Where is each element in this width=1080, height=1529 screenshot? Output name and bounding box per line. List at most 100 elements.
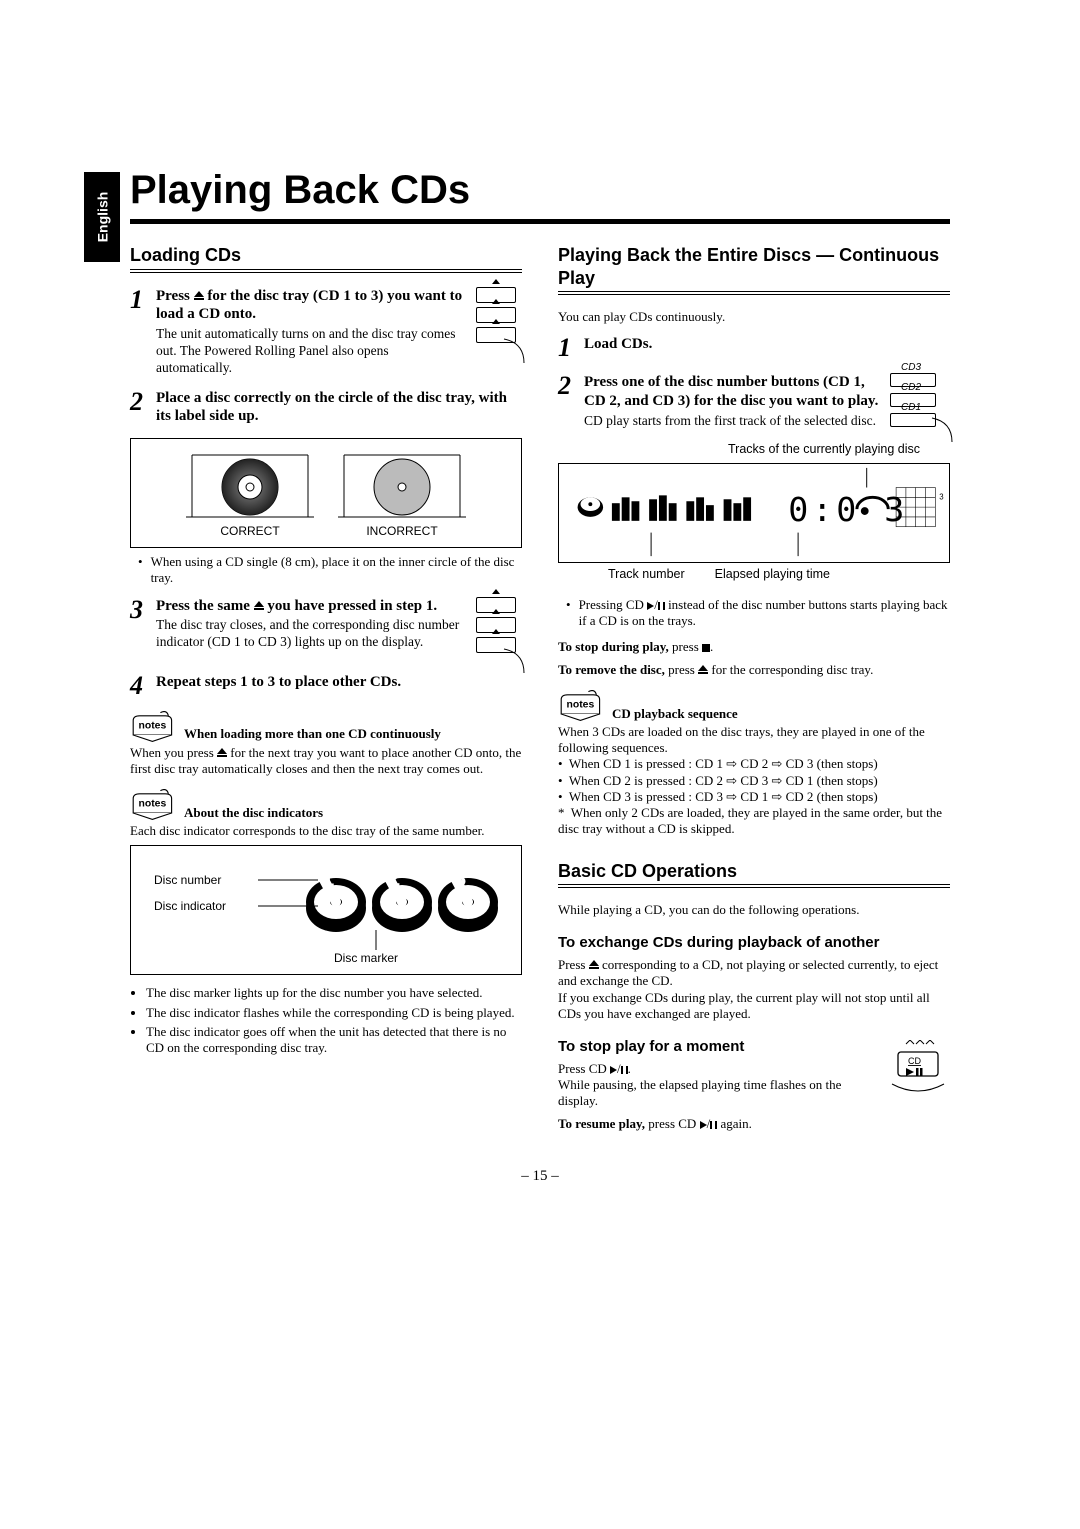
disc-placement-diagram: CORRECT INCORRECT	[130, 438, 522, 548]
pointer-icon	[502, 647, 532, 677]
display-callouts: Track number Elapsed playing time	[608, 567, 950, 583]
step2-bullet: • When using a CD single (8 cm), place i…	[138, 554, 522, 587]
eject-icon	[254, 600, 264, 610]
step-number-3: 3	[130, 597, 150, 661]
sub2-p2: While pausing, the elapsed playing time …	[558, 1077, 876, 1110]
step-number-1: 1	[130, 287, 150, 377]
svg-text:3: 3	[939, 493, 944, 502]
note-seq-title: CD playback sequence	[612, 706, 738, 722]
svg-text:notes: notes	[139, 799, 167, 810]
callout-tracks: Tracks of the currently playing disc	[558, 442, 920, 458]
callout-tracknum: Track number	[608, 567, 685, 583]
play-bullet: • Pressing CD / instead of the disc numb…	[566, 597, 950, 630]
note2-body: Each disc indicator corresponds to the d…	[130, 823, 522, 839]
pointer-icon	[502, 337, 532, 367]
r-step2-bold: Press one of the disc number buttons (CD…	[584, 373, 882, 411]
section-loading-cds: Loading CDs	[130, 244, 522, 267]
eject-icon	[217, 747, 227, 757]
incorrect-label: INCORRECT	[366, 524, 438, 538]
play-icon	[610, 1066, 617, 1074]
step4-bold: Repeat steps 1 to 3 to place other CDs.	[156, 673, 522, 692]
list-item: The disc marker lights up for the disc n…	[146, 985, 522, 1001]
note-disc-indicators: notes About the disc indicators	[130, 789, 522, 821]
step-number-4: 4	[130, 673, 150, 699]
eject-icon	[194, 290, 204, 300]
step-number-1r: 1	[558, 335, 578, 361]
pause-icon	[710, 1121, 717, 1129]
section-rule	[558, 884, 950, 888]
step3-bold: Press the same you have pressed in step …	[156, 597, 464, 616]
notes-icon: notes	[130, 789, 178, 821]
note1-body: When you press for the next tray you wan…	[130, 745, 522, 778]
title-rule	[130, 219, 950, 224]
play-icon	[647, 602, 654, 610]
callout-elapsed: Elapsed playing time	[715, 567, 830, 583]
pause-icon	[658, 602, 665, 610]
pointer-icon	[930, 416, 960, 446]
page-title: Playing Back CDs	[130, 168, 950, 213]
cd-play-button-diagram: CD	[886, 1022, 950, 1106]
step1-bold: Press for the disc tray (CD 1 to 3) you …	[156, 287, 464, 325]
seq-list: • When CD 1 is pressed : CD 1 ⇨ CD 2 ⇨ C…	[558, 756, 950, 837]
list-item: The disc indicator goes off when the uni…	[146, 1024, 522, 1057]
sub1-p1: Press corresponding to a CD, not playing…	[558, 957, 950, 990]
tray-buttons-diagram	[472, 287, 522, 363]
svg-text:Disc number: Disc number	[154, 873, 221, 887]
note-sequence: notes CD playback sequence	[558, 690, 950, 722]
step-1-row: 1 Press for the disc tray (CD 1 to 3) yo…	[130, 287, 522, 389]
continuous-intro: You can play CDs continuously.	[558, 309, 950, 325]
svg-text:2: 2	[387, 865, 400, 892]
svg-text:1: 1	[321, 865, 334, 892]
section-basic-ops: Basic CD Operations	[558, 860, 950, 883]
display-panel-diagram: 0:0 3 3	[558, 463, 950, 563]
r-step2-plain: CD play starts from the first track of t…	[584, 413, 882, 430]
display-svg: 0:0 3 3	[559, 464, 949, 562]
svg-text:3: 3	[453, 865, 466, 892]
step-3-row: 3 Press the same you have pressed in ste…	[130, 597, 522, 673]
sub2-resume: To resume play, press CD / again.	[558, 1116, 876, 1132]
notes-icon: notes	[558, 690, 606, 722]
svg-text:notes: notes	[567, 699, 595, 710]
disc-indicator-bullets: The disc marker lights up for the disc n…	[130, 985, 522, 1056]
stop-icon	[702, 644, 710, 652]
sub-stop-moment-title: To stop play for a moment	[558, 1038, 876, 1057]
basic-ops-intro: While playing a CD, you can do the follo…	[558, 902, 950, 918]
eject-icon	[698, 664, 708, 674]
columns: Loading CDs 1 Press for the disc tray (C…	[130, 244, 950, 1132]
section-continuous-play: Playing Back the Entire Discs — Continuo…	[558, 244, 950, 289]
pause-icon	[621, 1066, 628, 1074]
tray-buttons-diagram	[472, 597, 522, 673]
note-loading-continuously: notes When loading more than one CD cont…	[130, 711, 522, 743]
left-column: Loading CDs 1 Press for the disc tray (C…	[130, 244, 522, 1132]
sub1-p2: If you exchange CDs during play, the cur…	[558, 990, 950, 1023]
language-tab: English	[84, 172, 120, 262]
sub-exchange-title: To exchange CDs during playback of anoth…	[558, 934, 950, 953]
note2-title: About the disc indicators	[184, 805, 323, 821]
r-step1-bold: Load CDs.	[584, 335, 950, 354]
eject-icon	[589, 959, 599, 969]
page-number: – 15 –	[130, 1168, 950, 1185]
play-icon	[700, 1121, 707, 1129]
cd-buttons-diagram: CD3 CD2 CD1	[890, 373, 950, 441]
correct-label: CORRECT	[220, 524, 280, 538]
disc-indicator-diagram: 1 2	[130, 845, 522, 975]
cd-play-svg: CD	[886, 1040, 950, 1100]
section-rule	[558, 291, 950, 295]
disc-placement-svg: CORRECT INCORRECT	[141, 447, 511, 539]
note1-title: When loading more than one CD continuous…	[184, 726, 441, 742]
step2-bold: Place a disc correctly on the circle of …	[156, 389, 522, 427]
step1-plain: The unit automatically turns on and the …	[156, 326, 464, 377]
note-seq-body: When 3 CDs are loaded on the disc trays,…	[558, 724, 950, 757]
step-number-2r: 2	[558, 373, 578, 429]
sub2-p1: Press CD /.	[558, 1061, 876, 1077]
display-time: 0:0 3	[788, 490, 908, 529]
notes-icon: notes	[130, 711, 178, 743]
remove-line: To remove the disc, press for the corres…	[558, 662, 950, 678]
svg-text:CD: CD	[908, 1056, 921, 1066]
disc-indicator-svg: 1 2	[141, 858, 511, 968]
svg-text:Disc indicator: Disc indicator	[154, 899, 226, 913]
page-content: Playing Back CDs Loading CDs 1 Press for…	[130, 168, 950, 1185]
step-number-2: 2	[130, 389, 150, 427]
step3-plain: The disc tray closes, and the correspond…	[156, 617, 464, 651]
svg-text:notes: notes	[139, 720, 167, 731]
